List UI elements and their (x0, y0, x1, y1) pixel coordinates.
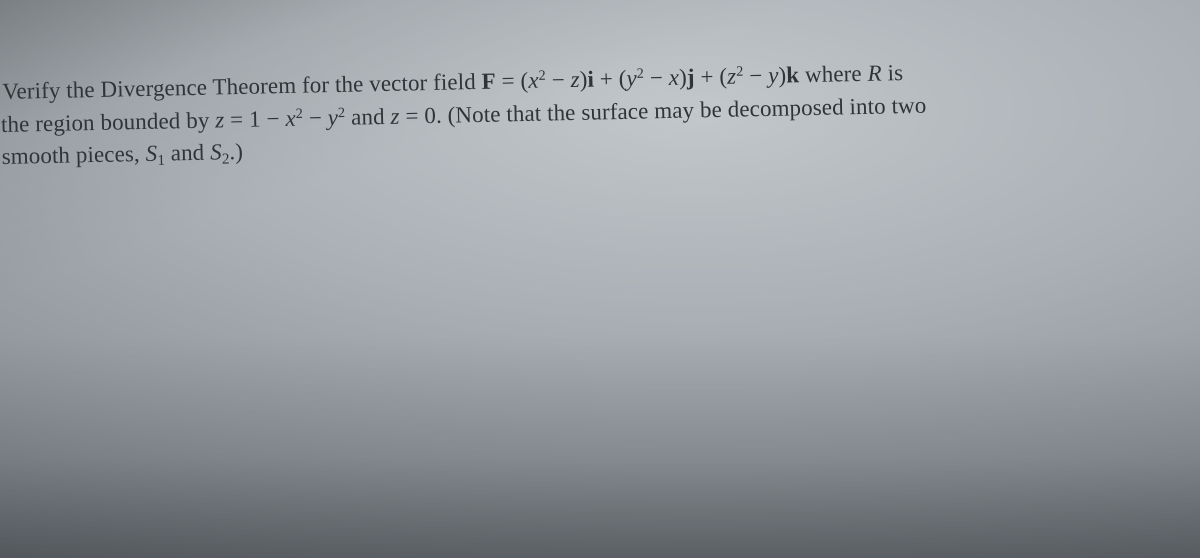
text-smooth-pieces: smooth pieces, (1, 141, 145, 169)
surface-S1: S (145, 141, 157, 166)
text-and: and (345, 103, 391, 129)
text-verify: Verify the Divergence Theorem for the ve… (2, 69, 482, 104)
region-R: R (867, 61, 882, 86)
y-var-3: y (327, 105, 338, 130)
plus-open-2: + ( (594, 66, 627, 92)
minus-3: − (743, 63, 768, 89)
minus-4: − (303, 105, 328, 131)
text-is: is (881, 60, 903, 85)
minus-2: − (644, 65, 669, 91)
x-var-2: x (669, 65, 680, 90)
vector-F: F (481, 69, 496, 94)
eq-one-minus: = 1 − (224, 106, 286, 132)
equals-open: = ( (496, 68, 529, 94)
z-eq-var-2: z (390, 103, 400, 128)
y-var: y (626, 66, 637, 91)
problem-text: Verify the Divergence Theorem for the ve… (0, 51, 1178, 174)
x-var-3: x (285, 105, 296, 130)
text-region-bounded: the region bounded by (1, 107, 216, 136)
surface-S2: S (210, 140, 222, 165)
minus-1: − (546, 67, 571, 93)
text-and-2: and (165, 140, 211, 166)
unit-k: k (786, 62, 799, 87)
text-end: .) (229, 139, 243, 164)
plus-open-3: + ( (694, 64, 727, 90)
text-where: where (799, 61, 868, 87)
